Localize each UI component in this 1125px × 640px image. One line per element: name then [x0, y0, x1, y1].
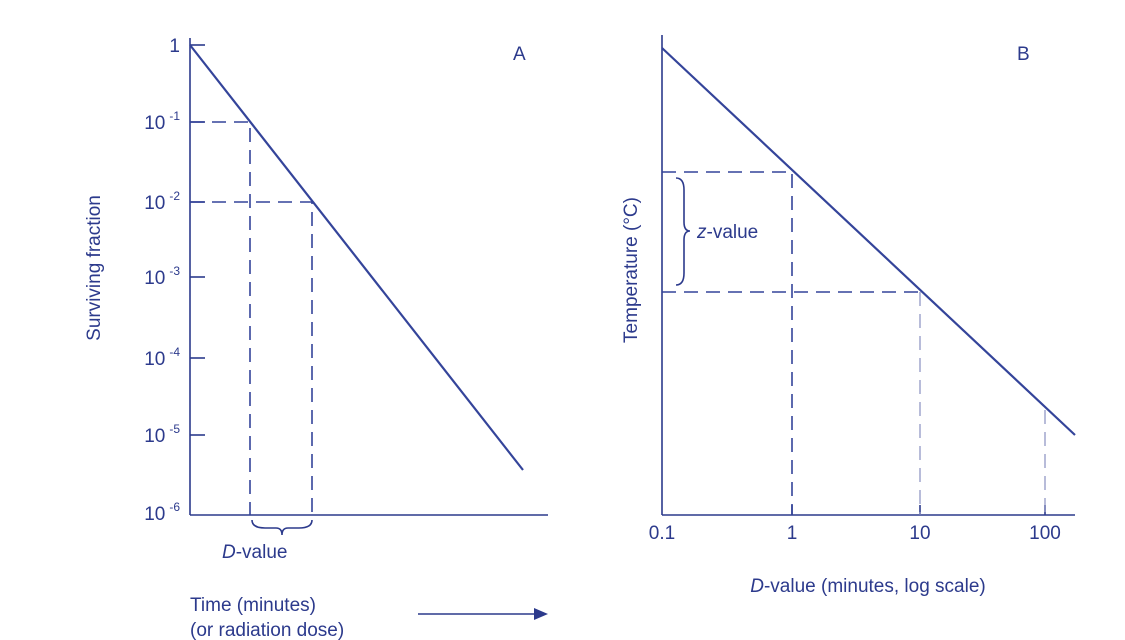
brace: [675, 177, 691, 286]
y-tick-label: 10 -4: [144, 345, 180, 370]
brace-label: D-value: [222, 542, 287, 563]
x-axis-title: D-value (minutes, log scale): [750, 576, 986, 597]
y-axis-title: Surviving fraction: [84, 195, 105, 341]
y-tick-label: 10 -3: [144, 264, 180, 289]
panel-label: A: [513, 44, 526, 65]
panel-label: B: [1017, 44, 1030, 65]
y-tick-label: 10 -5: [144, 422, 180, 447]
y-ticks: [190, 44, 205, 436]
panel-b: B Temperature (°C) z-value 0.1 1 10 100 D-v…: [621, 35, 1076, 597]
arrow-head: [534, 608, 548, 620]
x-ticks: [791, 505, 1046, 515]
x-tick-label: 100: [1029, 523, 1061, 544]
panel-a: A Surviving fraction 1 10-1 10-2 10-3 10-4 10…: [84, 36, 548, 640]
survival-line: [189, 44, 524, 471]
y-tick-label: 1: [169, 36, 180, 57]
brace-label: z-value: [696, 222, 758, 243]
x-axis-title: (or radiation dose): [190, 620, 344, 640]
brace: [251, 519, 313, 536]
y-tick-label: 10 -1: [144, 109, 180, 134]
x-axis-title: Time (minutes): [190, 595, 316, 616]
x-tick-label: 10: [909, 523, 930, 544]
y-tick-label: 10 -2: [144, 189, 180, 214]
x-tick-label: 1: [787, 523, 798, 544]
guide-lines: [190, 121, 313, 515]
guide-lines: [662, 171, 920, 515]
y-tick-label: 10 -6: [144, 500, 180, 525]
y-axis-title: Temperature (°C): [621, 197, 642, 343]
x-tick-label: 0.1: [649, 523, 675, 544]
thermal-line: [661, 47, 1076, 436]
guide-lines-thin: [919, 292, 1046, 515]
